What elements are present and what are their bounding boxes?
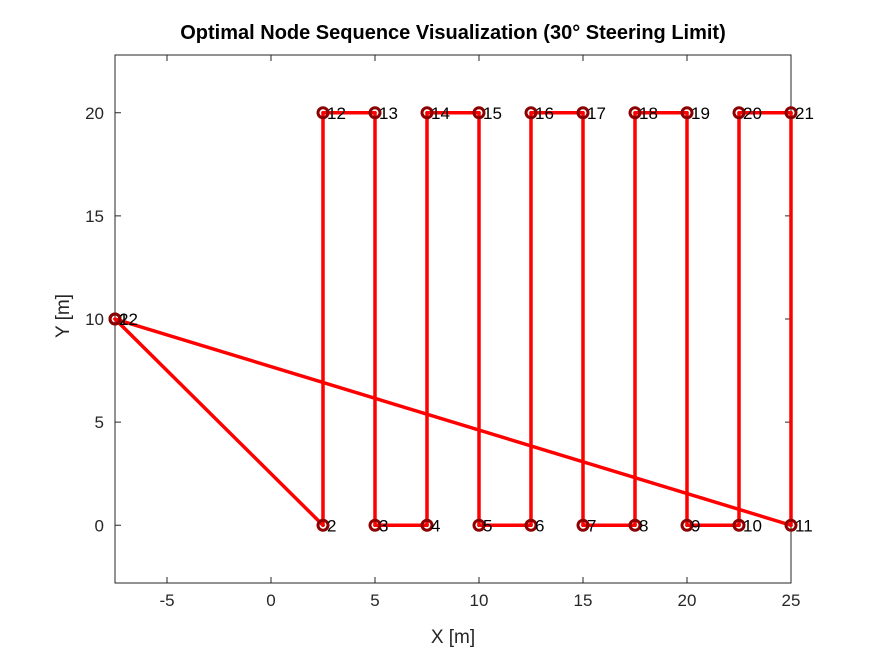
y-axis-label: Y [m] — [53, 294, 74, 338]
node-label-7: 7 — [587, 516, 596, 535]
plot-area — [114, 54, 792, 584]
node-marker-12 — [316, 106, 330, 120]
node-marker-11 — [784, 518, 798, 532]
node-label-16: 16 — [535, 104, 554, 123]
y-tick-label: 10 — [85, 310, 104, 329]
node-label-14: 14 — [431, 104, 450, 123]
path-segment-1-to-2 — [113, 317, 325, 527]
node-label-13: 13 — [379, 104, 398, 123]
y-tick-label: 20 — [85, 104, 104, 123]
node-marker-16 — [524, 106, 538, 120]
node-marker-7 — [576, 518, 590, 532]
y-tick-label: 15 — [85, 207, 104, 226]
y-tick-label: 5 — [95, 413, 104, 432]
path-layer — [113, 111, 793, 527]
node-marker-22 — [108, 312, 122, 326]
node-marker-3 — [368, 518, 382, 532]
node-label-1: 1 — [119, 310, 128, 329]
node-label-8: 8 — [639, 516, 648, 535]
node-marker-13 — [368, 106, 382, 120]
y-tick-label: 0 — [95, 516, 104, 535]
x-tick-label: 5 — [370, 591, 379, 610]
path-segment-11-to-22 — [113, 317, 793, 527]
x-tick-label: 0 — [266, 591, 275, 610]
node-marker-9 — [680, 518, 694, 532]
node-marker-20 — [732, 106, 746, 120]
node-label-2: 2 — [327, 516, 336, 535]
node-label-6: 6 — [535, 516, 544, 535]
node-label-12: 12 — [327, 104, 346, 123]
node-label-3: 3 — [379, 516, 388, 535]
x-axis-label: X [m] — [431, 627, 475, 648]
node-label-11: 11 — [795, 516, 813, 535]
node-label-10: 10 — [743, 516, 762, 535]
node-label-17: 17 — [587, 104, 606, 123]
node-label-21: 21 — [795, 104, 814, 123]
node-label-19: 19 — [691, 104, 710, 123]
chart-title: Optimal Node Sequence Visualization (30°… — [180, 22, 726, 44]
node-marker-14 — [420, 106, 434, 120]
x-tick-label: 15 — [574, 591, 593, 610]
x-tick-label: 10 — [470, 591, 489, 610]
node-marker-18 — [628, 106, 642, 120]
node-label-5: 5 — [483, 516, 492, 535]
node-marker-21 — [784, 106, 798, 120]
node-marker-2 — [316, 518, 330, 532]
node-label-20: 20 — [743, 104, 762, 123]
axes-box — [114, 54, 792, 584]
node-label-15: 15 — [483, 104, 502, 123]
node-label-22: 22 — [119, 310, 138, 329]
node-marker-10 — [732, 518, 746, 532]
node-marker-4 — [420, 518, 434, 532]
node-marker-5 — [472, 518, 486, 532]
node-label-9: 9 — [691, 516, 700, 535]
x-tick-label: 25 — [782, 591, 801, 610]
x-tick-label: -5 — [159, 591, 174, 610]
node-marker-8 — [628, 518, 642, 532]
node-marker-15 — [472, 106, 486, 120]
node-marker-17 — [576, 106, 590, 120]
node-marker-19 — [680, 106, 694, 120]
node-label-18: 18 — [639, 104, 658, 123]
node-label-4: 4 — [431, 516, 440, 535]
marker-layer — [108, 106, 798, 532]
node-marker-6 — [524, 518, 538, 532]
x-tick-label: 20 — [678, 591, 697, 610]
